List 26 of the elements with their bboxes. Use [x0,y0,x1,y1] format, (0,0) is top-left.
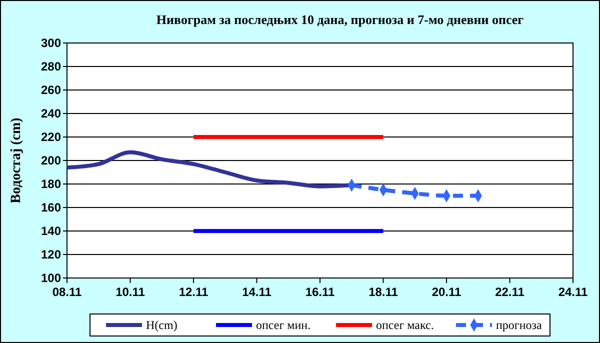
y-axis-title: Водостај (cm) [9,117,24,204]
y-tick-label: 200 [40,154,62,168]
y-tick-label: 280 [40,60,62,74]
legend-label: опсег макс. [376,318,434,332]
y-tick-label: 180 [40,177,62,191]
x-tick-label: 24.11 [558,285,588,299]
x-tick-label: 20.11 [432,285,462,299]
x-tick-label: 08.11 [52,285,82,299]
y-tick-label: 160 [40,200,62,214]
y-tick-label: 220 [40,130,62,144]
chart-title: Нивограм за последњих 10 дана, прогноза и 7-мо дневни опсег [156,12,524,27]
y-tick-label: 100 [40,271,62,285]
x-tick-label: 22.11 [495,285,525,299]
legend-label: опсег мин. [256,318,311,332]
x-tick-label: 10.11 [116,285,146,299]
y-tick-label: 120 [40,248,62,262]
x-tick-label: 16.11 [305,285,336,299]
y-tick-label: 140 [40,224,62,238]
x-tick-label: 12.11 [178,285,209,299]
y-tick-label: 260 [40,83,62,97]
x-tick-label: 18.11 [368,285,398,299]
legend-label: H(cm) [146,318,178,332]
y-tick-label: 240 [40,106,62,120]
legend-label: прогноза [496,318,543,332]
y-tick-label: 300 [40,36,62,50]
x-tick-label: 14.11 [242,285,272,299]
